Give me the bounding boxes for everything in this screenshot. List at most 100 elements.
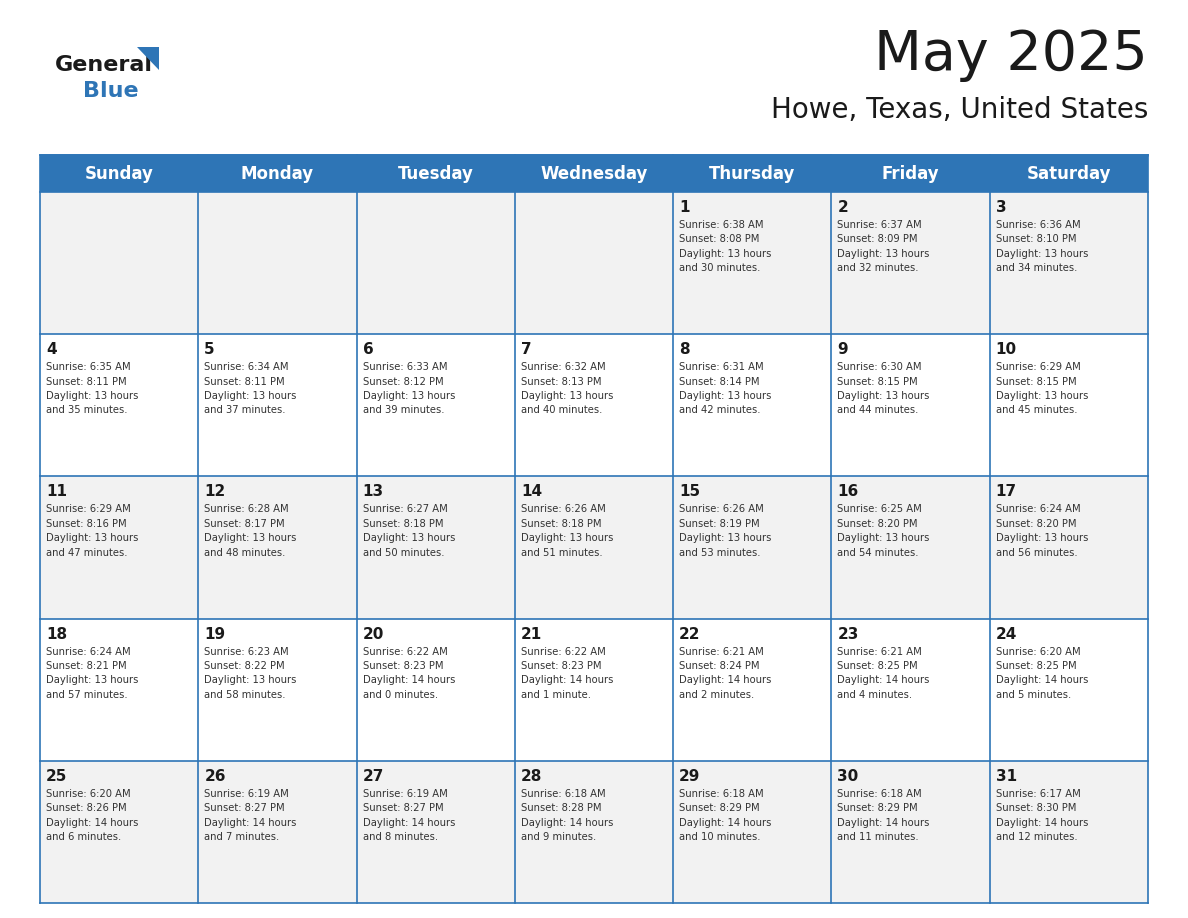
Text: Sunrise: 6:29 AM
Sunset: 8:16 PM
Daylight: 13 hours
and 47 minutes.: Sunrise: 6:29 AM Sunset: 8:16 PM Dayligh…: [46, 504, 138, 557]
Bar: [674, 619, 832, 761]
Text: Sunrise: 6:19 AM
Sunset: 8:27 PM
Daylight: 14 hours
and 8 minutes.: Sunrise: 6:19 AM Sunset: 8:27 PM Dayligh…: [362, 789, 455, 842]
Text: Sunrise: 6:22 AM
Sunset: 8:23 PM
Daylight: 14 hours
and 0 minutes.: Sunrise: 6:22 AM Sunset: 8:23 PM Dayligh…: [362, 646, 455, 700]
Bar: [514, 476, 674, 619]
Text: 1: 1: [680, 200, 690, 215]
Bar: [198, 192, 356, 334]
Text: Sunrise: 6:30 AM
Sunset: 8:15 PM
Daylight: 13 hours
and 44 minutes.: Sunrise: 6:30 AM Sunset: 8:15 PM Dayligh…: [838, 363, 930, 416]
Bar: [674, 334, 832, 476]
Text: 13: 13: [362, 485, 384, 499]
Bar: [198, 155, 356, 192]
Text: 11: 11: [46, 485, 67, 499]
Bar: [674, 761, 832, 903]
Bar: [990, 192, 1148, 334]
Text: 28: 28: [520, 768, 542, 784]
Bar: [832, 619, 990, 761]
Text: Sunrise: 6:36 AM
Sunset: 8:10 PM
Daylight: 13 hours
and 34 minutes.: Sunrise: 6:36 AM Sunset: 8:10 PM Dayligh…: [996, 220, 1088, 274]
Text: Friday: Friday: [881, 164, 940, 183]
Bar: [990, 155, 1148, 192]
Text: Sunrise: 6:22 AM
Sunset: 8:23 PM
Daylight: 14 hours
and 1 minute.: Sunrise: 6:22 AM Sunset: 8:23 PM Dayligh…: [520, 646, 613, 700]
Bar: [832, 761, 990, 903]
Text: Sunrise: 6:26 AM
Sunset: 8:19 PM
Daylight: 13 hours
and 53 minutes.: Sunrise: 6:26 AM Sunset: 8:19 PM Dayligh…: [680, 504, 771, 557]
Text: Sunrise: 6:27 AM
Sunset: 8:18 PM
Daylight: 13 hours
and 50 minutes.: Sunrise: 6:27 AM Sunset: 8:18 PM Dayligh…: [362, 504, 455, 557]
Bar: [40, 761, 198, 903]
Text: 22: 22: [680, 627, 701, 642]
Bar: [40, 476, 198, 619]
Text: 9: 9: [838, 342, 848, 357]
Text: 7: 7: [520, 342, 531, 357]
Text: Sunrise: 6:19 AM
Sunset: 8:27 PM
Daylight: 14 hours
and 7 minutes.: Sunrise: 6:19 AM Sunset: 8:27 PM Dayligh…: [204, 789, 297, 842]
Text: Sunrise: 6:24 AM
Sunset: 8:20 PM
Daylight: 13 hours
and 56 minutes.: Sunrise: 6:24 AM Sunset: 8:20 PM Dayligh…: [996, 504, 1088, 557]
Text: 25: 25: [46, 768, 68, 784]
Text: Sunrise: 6:29 AM
Sunset: 8:15 PM
Daylight: 13 hours
and 45 minutes.: Sunrise: 6:29 AM Sunset: 8:15 PM Dayligh…: [996, 363, 1088, 416]
Text: 2: 2: [838, 200, 848, 215]
Text: 24: 24: [996, 627, 1017, 642]
Bar: [674, 192, 832, 334]
Text: General: General: [55, 55, 153, 75]
Text: Sunrise: 6:32 AM
Sunset: 8:13 PM
Daylight: 13 hours
and 40 minutes.: Sunrise: 6:32 AM Sunset: 8:13 PM Dayligh…: [520, 363, 613, 416]
Text: Sunrise: 6:17 AM
Sunset: 8:30 PM
Daylight: 14 hours
and 12 minutes.: Sunrise: 6:17 AM Sunset: 8:30 PM Dayligh…: [996, 789, 1088, 842]
Text: Sunrise: 6:18 AM
Sunset: 8:29 PM
Daylight: 14 hours
and 10 minutes.: Sunrise: 6:18 AM Sunset: 8:29 PM Dayligh…: [680, 789, 771, 842]
Text: Sunrise: 6:21 AM
Sunset: 8:25 PM
Daylight: 14 hours
and 4 minutes.: Sunrise: 6:21 AM Sunset: 8:25 PM Dayligh…: [838, 646, 930, 700]
Text: 10: 10: [996, 342, 1017, 357]
Text: 18: 18: [46, 627, 68, 642]
Bar: [514, 192, 674, 334]
Bar: [40, 334, 198, 476]
Text: Blue: Blue: [83, 81, 139, 101]
Text: Sunrise: 6:20 AM
Sunset: 8:25 PM
Daylight: 14 hours
and 5 minutes.: Sunrise: 6:20 AM Sunset: 8:25 PM Dayligh…: [996, 646, 1088, 700]
Bar: [990, 761, 1148, 903]
Text: 27: 27: [362, 768, 384, 784]
Bar: [832, 476, 990, 619]
Bar: [40, 619, 198, 761]
Text: 16: 16: [838, 485, 859, 499]
Text: 20: 20: [362, 627, 384, 642]
Bar: [514, 619, 674, 761]
Bar: [356, 476, 514, 619]
Text: Sunrise: 6:26 AM
Sunset: 8:18 PM
Daylight: 13 hours
and 51 minutes.: Sunrise: 6:26 AM Sunset: 8:18 PM Dayligh…: [520, 504, 613, 557]
Text: Sunrise: 6:18 AM
Sunset: 8:28 PM
Daylight: 14 hours
and 9 minutes.: Sunrise: 6:18 AM Sunset: 8:28 PM Dayligh…: [520, 789, 613, 842]
Text: 3: 3: [996, 200, 1006, 215]
Text: Sunrise: 6:28 AM
Sunset: 8:17 PM
Daylight: 13 hours
and 48 minutes.: Sunrise: 6:28 AM Sunset: 8:17 PM Dayligh…: [204, 504, 297, 557]
Text: Sunrise: 6:34 AM
Sunset: 8:11 PM
Daylight: 13 hours
and 37 minutes.: Sunrise: 6:34 AM Sunset: 8:11 PM Dayligh…: [204, 363, 297, 416]
Text: Sunday: Sunday: [84, 164, 153, 183]
Bar: [40, 155, 198, 192]
Text: 6: 6: [362, 342, 373, 357]
Text: 15: 15: [680, 485, 700, 499]
Text: Monday: Monday: [241, 164, 314, 183]
Bar: [198, 334, 356, 476]
Text: 26: 26: [204, 768, 226, 784]
Bar: [356, 334, 514, 476]
Text: 23: 23: [838, 627, 859, 642]
Text: May 2025: May 2025: [874, 28, 1148, 82]
Polygon shape: [137, 47, 159, 70]
Bar: [990, 476, 1148, 619]
Bar: [198, 761, 356, 903]
Text: 31: 31: [996, 768, 1017, 784]
Text: Sunrise: 6:23 AM
Sunset: 8:22 PM
Daylight: 13 hours
and 58 minutes.: Sunrise: 6:23 AM Sunset: 8:22 PM Dayligh…: [204, 646, 297, 700]
Text: 5: 5: [204, 342, 215, 357]
Text: Sunrise: 6:24 AM
Sunset: 8:21 PM
Daylight: 13 hours
and 57 minutes.: Sunrise: 6:24 AM Sunset: 8:21 PM Dayligh…: [46, 646, 138, 700]
Bar: [832, 334, 990, 476]
Text: Sunrise: 6:21 AM
Sunset: 8:24 PM
Daylight: 14 hours
and 2 minutes.: Sunrise: 6:21 AM Sunset: 8:24 PM Dayligh…: [680, 646, 771, 700]
Text: Sunrise: 6:33 AM
Sunset: 8:12 PM
Daylight: 13 hours
and 39 minutes.: Sunrise: 6:33 AM Sunset: 8:12 PM Dayligh…: [362, 363, 455, 416]
Bar: [198, 476, 356, 619]
Bar: [356, 155, 514, 192]
Text: Sunrise: 6:25 AM
Sunset: 8:20 PM
Daylight: 13 hours
and 54 minutes.: Sunrise: 6:25 AM Sunset: 8:20 PM Dayligh…: [838, 504, 930, 557]
Bar: [674, 476, 832, 619]
Text: 30: 30: [838, 768, 859, 784]
Text: Sunrise: 6:18 AM
Sunset: 8:29 PM
Daylight: 14 hours
and 11 minutes.: Sunrise: 6:18 AM Sunset: 8:29 PM Dayligh…: [838, 789, 930, 842]
Text: Sunrise: 6:35 AM
Sunset: 8:11 PM
Daylight: 13 hours
and 35 minutes.: Sunrise: 6:35 AM Sunset: 8:11 PM Dayligh…: [46, 363, 138, 416]
Text: Tuesday: Tuesday: [398, 164, 474, 183]
Text: Wednesday: Wednesday: [541, 164, 647, 183]
Bar: [198, 619, 356, 761]
Bar: [674, 155, 832, 192]
Text: Sunrise: 6:20 AM
Sunset: 8:26 PM
Daylight: 14 hours
and 6 minutes.: Sunrise: 6:20 AM Sunset: 8:26 PM Dayligh…: [46, 789, 138, 842]
Text: Saturday: Saturday: [1026, 164, 1111, 183]
Text: 14: 14: [520, 485, 542, 499]
Text: 4: 4: [46, 342, 57, 357]
Bar: [832, 155, 990, 192]
Text: Sunrise: 6:37 AM
Sunset: 8:09 PM
Daylight: 13 hours
and 32 minutes.: Sunrise: 6:37 AM Sunset: 8:09 PM Dayligh…: [838, 220, 930, 274]
Text: 12: 12: [204, 485, 226, 499]
Text: Howe, Texas, United States: Howe, Texas, United States: [771, 96, 1148, 124]
Bar: [40, 192, 198, 334]
Text: 29: 29: [680, 768, 701, 784]
